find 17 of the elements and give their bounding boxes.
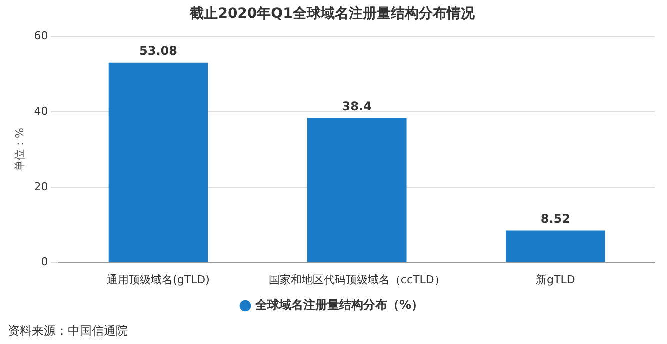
data-label: 8.52 — [540, 212, 571, 226]
y-axis-title: 单位：% — [13, 128, 26, 172]
data-label: 53.08 — [140, 44, 178, 58]
bar — [108, 62, 208, 262]
x-tick-label: 通用顶级域名(gTLD) — [107, 273, 210, 286]
y-tick-label: 40 — [34, 104, 48, 118]
legend-label: 全球域名注册量结构分布（%） — [254, 298, 424, 312]
y-tick-label: 20 — [34, 180, 48, 194]
text: 资料来源：中国信通院 — [8, 324, 128, 338]
data-label: 38.4 — [342, 99, 372, 114]
bar — [307, 118, 407, 262]
bar — [506, 230, 606, 262]
chart-title: 截止2020年Q1全球域名注册量结构分布情况 — [189, 5, 476, 22]
x-tick-label: 国家和地区代码顶级域名（ccTLD） — [268, 273, 446, 286]
x-tick-label: 新gTLD — [536, 273, 576, 286]
y-tick-label: 60 — [34, 30, 48, 43]
y-tick-label: 0 — [41, 256, 48, 269]
